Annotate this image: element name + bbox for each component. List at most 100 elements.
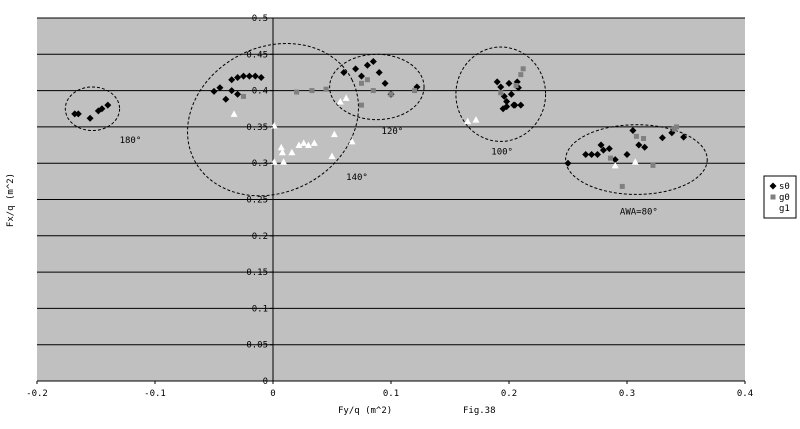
point-g1 [631, 158, 639, 165]
point-s0 [517, 101, 525, 109]
legend-label-g1: g1 [779, 204, 790, 214]
point-s0 [251, 72, 259, 80]
point-g1 [342, 94, 350, 101]
y-tick-label: 0.5 [252, 14, 268, 24]
x-tick-label: 0.4 [737, 389, 753, 399]
point-g0 [619, 183, 625, 189]
y-tick-label: 0.4 [252, 87, 268, 97]
x-tick-label: -0.2 [26, 389, 48, 399]
point-g1 [304, 141, 312, 149]
point-s0 [635, 141, 643, 149]
y-axis-label: Fx/q (m^2) [6, 173, 16, 227]
x-tick-label: 0.3 [619, 389, 635, 399]
x-tick-label: 0.2 [501, 389, 517, 399]
point-s0 [104, 101, 112, 109]
x-tick-label: -0.1 [144, 389, 166, 399]
point-g1 [295, 141, 303, 149]
point-s0 [228, 87, 236, 95]
point-s0 [245, 72, 253, 80]
y-tick-label: 0.25 [246, 196, 268, 206]
point-s0 [98, 105, 106, 113]
point-g0 [633, 133, 639, 139]
point-s0 [363, 61, 371, 69]
point-g1 [230, 110, 238, 117]
point-s0 [582, 150, 590, 158]
point-s0 [497, 83, 505, 91]
point-s0 [352, 65, 360, 73]
point-g1 [277, 143, 285, 151]
point-s0 [240, 72, 247, 80]
legend-marker-g0 [770, 194, 776, 200]
figure-label: Fig.38 [463, 406, 496, 416]
y-tick-label: 0 [263, 377, 268, 387]
point-g0 [309, 88, 315, 94]
point-g1 [611, 161, 619, 169]
point-s0 [234, 74, 242, 82]
point-s0 [641, 143, 649, 151]
point-s0 [369, 58, 377, 66]
group-ellipse [187, 42, 359, 197]
point-s0 [216, 84, 224, 92]
point-s0 [605, 145, 613, 153]
point-g0 [359, 80, 364, 86]
annotation-label: 120° [382, 127, 404, 137]
tick-labels: 0 0.05 0.1 0.15 0.2 0.25 0.3 0.35 0.4 0.45 0.5 -0.2… [26, 14, 753, 399]
annotation-label: AWA=80° [620, 208, 658, 218]
point-g0 [364, 77, 370, 83]
legend-label-s0: s0 [779, 182, 790, 192]
point-s0 [564, 159, 572, 167]
annotation-label: 100° [491, 147, 513, 157]
point-s0 [340, 68, 348, 76]
y-tick-label: 0.35 [246, 123, 268, 133]
point-s0 [375, 68, 383, 76]
series-g0 [241, 66, 680, 189]
point-g0 [498, 90, 504, 96]
point-s0 [234, 90, 242, 98]
point-s0 [599, 146, 607, 154]
point-g0 [650, 162, 656, 168]
point-g0 [359, 102, 364, 108]
annotation-label: 180° [120, 136, 142, 146]
point-g0 [323, 86, 329, 92]
legend-marker-s0 [769, 182, 777, 190]
y-tick-label: 0.15 [246, 268, 268, 278]
y-tick-label: 0.45 [246, 50, 268, 60]
point-g1 [328, 152, 336, 159]
point-g0 [241, 93, 246, 99]
point-g0 [607, 155, 613, 161]
point-s0 [658, 134, 666, 142]
point-g0 [294, 89, 300, 95]
legend-label-g0: g0 [779, 193, 790, 203]
point-s0 [594, 150, 601, 158]
point-g0 [518, 72, 524, 78]
point-g0 [513, 83, 519, 89]
x-tick-label: 0.1 [383, 389, 399, 399]
point-s0 [680, 133, 688, 141]
x-tick-label: 0 [270, 389, 275, 399]
point-s0 [629, 127, 637, 135]
point-g1 [472, 116, 480, 123]
point-s0 [381, 79, 389, 87]
point-s0 [358, 72, 365, 80]
point-g0 [641, 136, 647, 142]
point-s0 [588, 150, 596, 158]
point-s0 [257, 74, 265, 82]
group-ellipse [64, 86, 121, 132]
point-g1 [464, 117, 472, 125]
point-s0 [503, 97, 511, 105]
point-g0 [370, 88, 376, 94]
y-tick-label: 0.1 [252, 304, 268, 314]
y-tick-label: 0.3 [252, 159, 268, 169]
legend-box [763, 175, 797, 219]
group-ellipse [565, 124, 708, 195]
point-s0 [623, 150, 631, 158]
point-s0 [597, 141, 605, 149]
point-s0 [71, 110, 79, 118]
point-g1 [310, 139, 318, 146]
point-s0 [505, 79, 513, 87]
point-s0 [611, 156, 619, 164]
point-g1 [288, 148, 296, 156]
point-s0 [503, 103, 511, 111]
